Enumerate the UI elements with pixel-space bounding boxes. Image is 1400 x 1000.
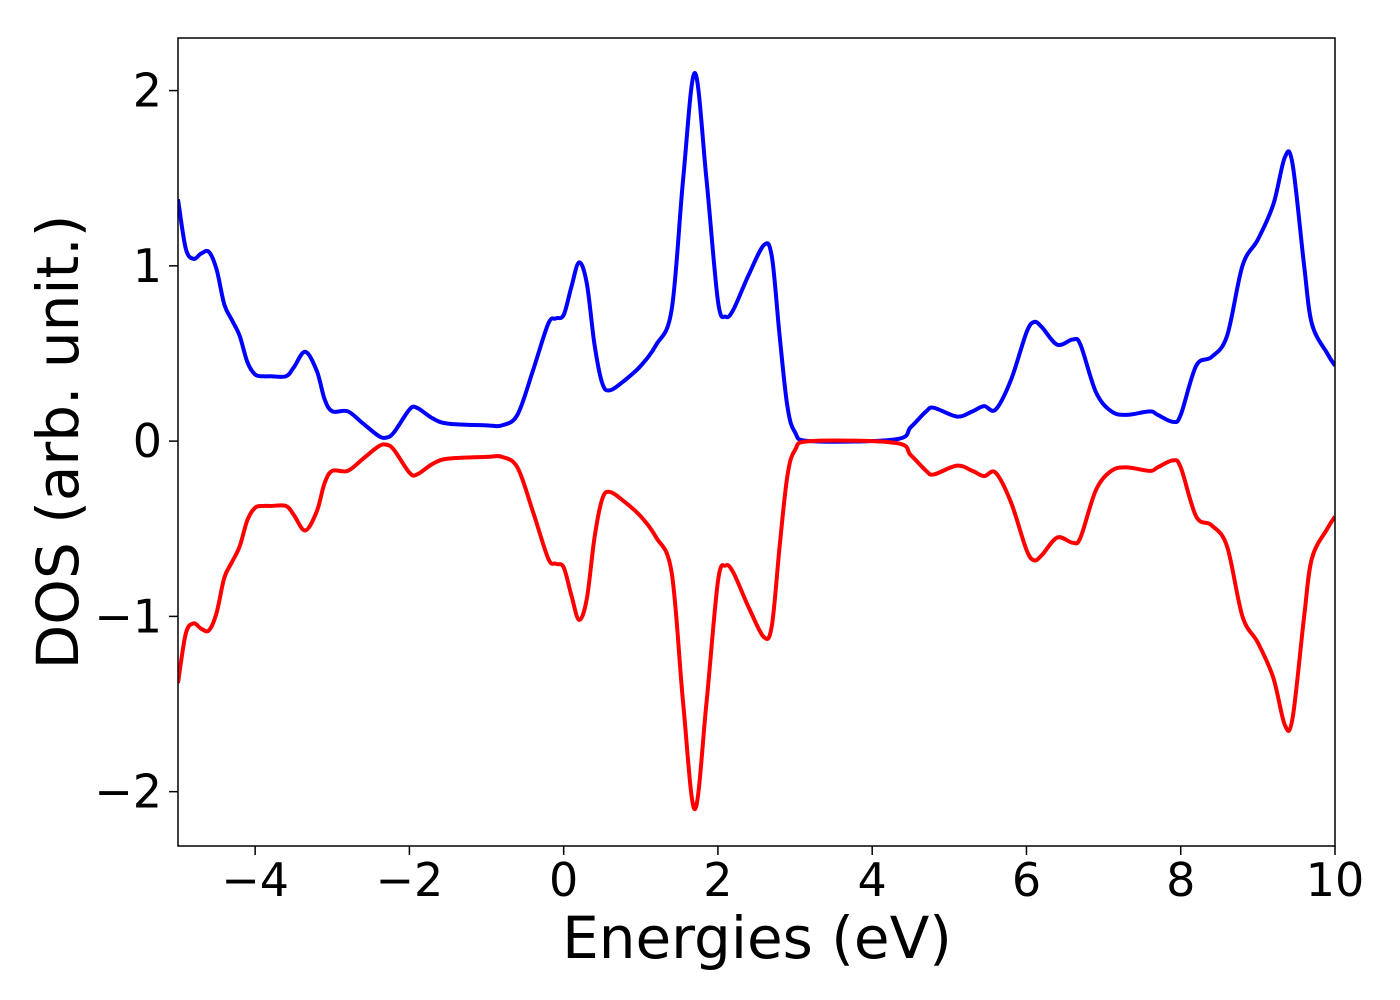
y-axis-label: DOS (arb. unit.) xyxy=(24,215,92,670)
plot-frame xyxy=(177,37,1336,847)
y-tick-label: 0 xyxy=(133,414,162,468)
x-tick-label: −2 xyxy=(375,853,443,907)
y-tick-label: 2 xyxy=(133,64,162,118)
y-tick-label: −2 xyxy=(94,765,162,819)
x-tick-label: 2 xyxy=(703,853,732,907)
x-tick-label: −4 xyxy=(221,853,289,907)
y-tick-label: −1 xyxy=(94,589,162,643)
x-axis-label: Energies (eV) xyxy=(562,904,952,972)
x-tick-label: 10 xyxy=(1306,853,1365,907)
y-tick-label: 1 xyxy=(133,239,162,293)
dos-line xyxy=(178,438,1335,812)
dos-line xyxy=(178,71,1335,444)
x-tick-label: 6 xyxy=(1012,853,1041,907)
x-tick-label: 8 xyxy=(1166,853,1195,907)
x-tick-label: 0 xyxy=(549,853,578,907)
x-tick-label: 4 xyxy=(858,853,887,907)
